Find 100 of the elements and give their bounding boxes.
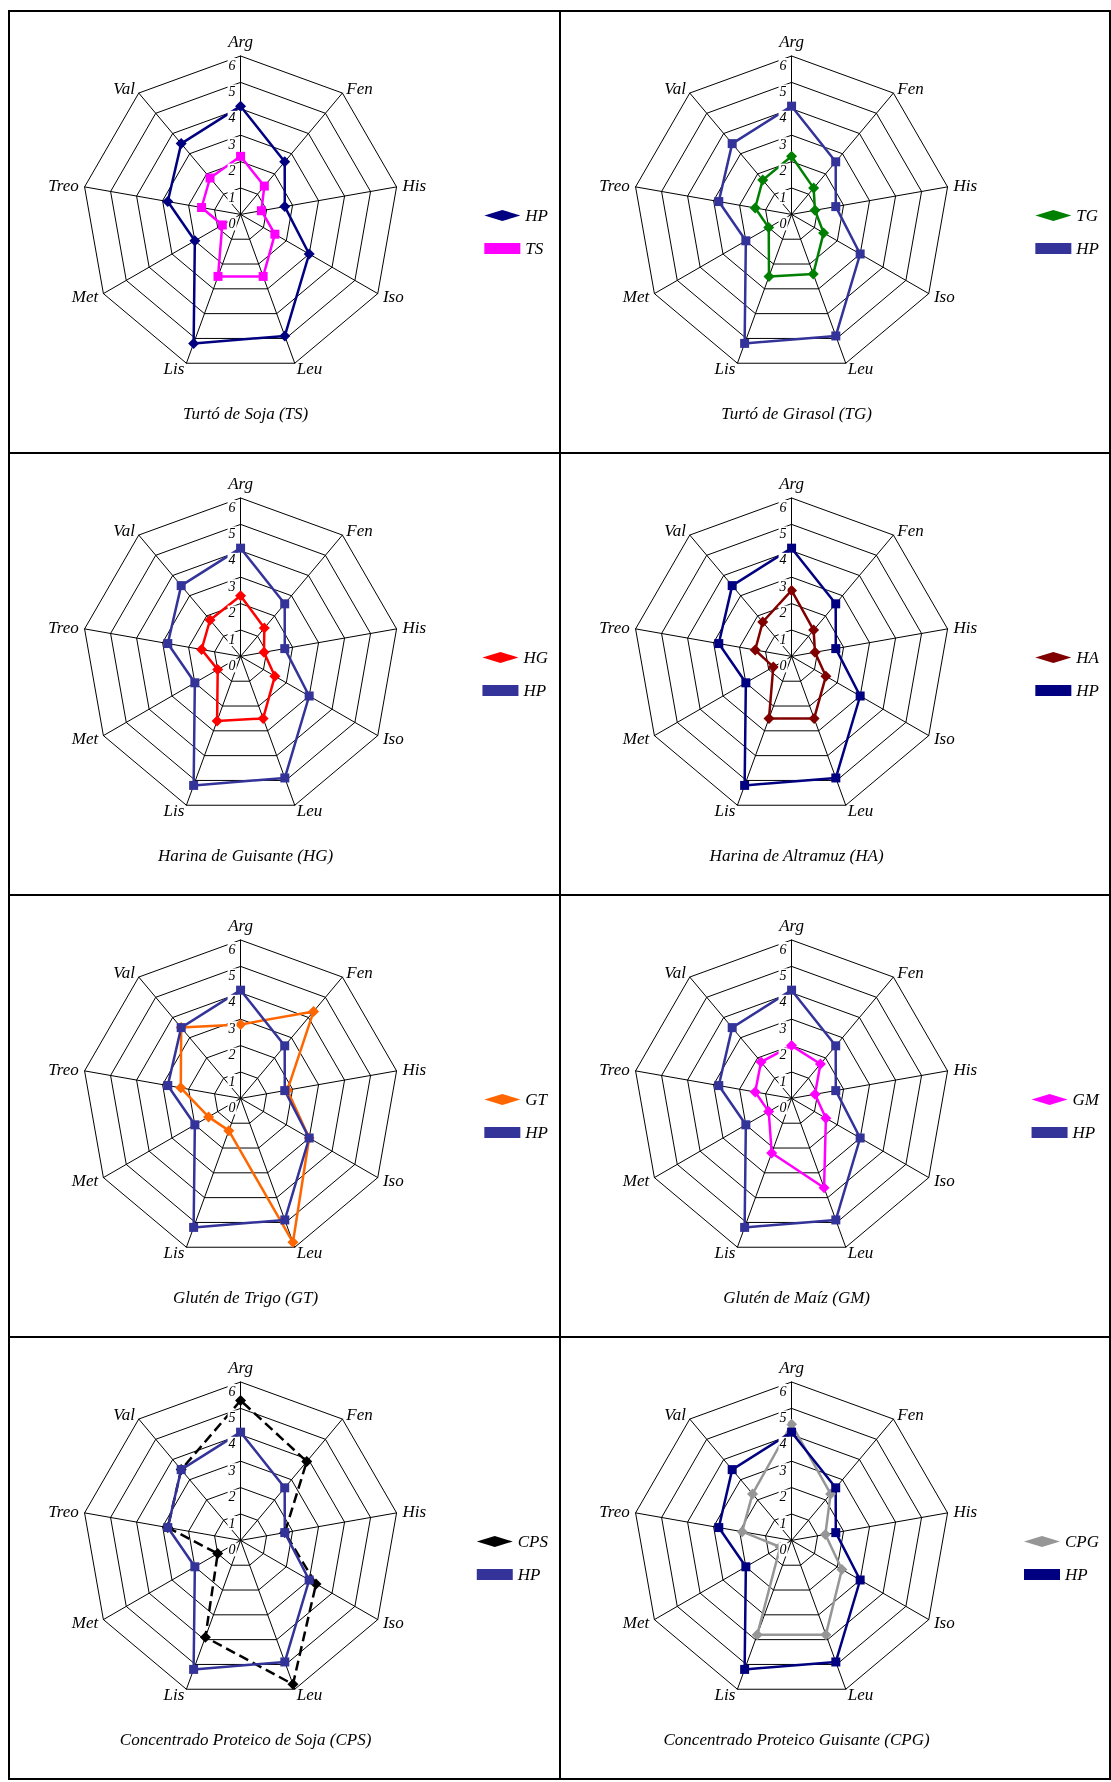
spoke-label: Arg [777, 474, 804, 493]
legend-label: HG [522, 648, 549, 667]
spoke-label: Arg [777, 916, 804, 935]
spoke-label: Lis [162, 1685, 185, 1705]
legend-label: TG [1075, 206, 1098, 225]
spoke-label: Val [663, 1404, 686, 1424]
legend-label: GM [1072, 1090, 1100, 1109]
spoke-label: Leu [295, 1243, 323, 1263]
y-tick-label: 1 [228, 631, 236, 647]
spoke-label: Fen [345, 1404, 373, 1424]
spoke-label: His [401, 618, 427, 638]
text: Turtó de Girasol (TG) [720, 404, 872, 423]
spoke-label: Lis [713, 1685, 736, 1705]
y-tick-label: 1 [779, 631, 787, 647]
spoke-label: Iso [932, 1171, 955, 1191]
legend-label: HP [522, 681, 547, 700]
legend-label: HP [1071, 1123, 1095, 1142]
y-tick-label: 0 [779, 1541, 787, 1557]
legend-label: HP [1063, 1565, 1088, 1584]
y-tick-label: 4 [779, 110, 787, 126]
spoke-label: Met [70, 1613, 100, 1633]
text: Concentrado Proteico de Soja (CPS) [119, 1730, 372, 1749]
y-tick-label: 5 [779, 83, 787, 99]
spoke-label: Treo [48, 1502, 79, 1522]
text: Harina de Altramuz (HA) [708, 846, 884, 865]
spoke-label: Treo [598, 618, 630, 638]
y-tick-label: 4 [228, 110, 236, 126]
spoke-label: Met [70, 1171, 100, 1191]
legend-label: HP [516, 1565, 541, 1584]
spoke-label: Leu [846, 801, 873, 821]
spoke-label: Fen [895, 520, 924, 540]
spoke-label: His [951, 1060, 977, 1080]
spoke-label: Lis [713, 1243, 736, 1263]
spoke-label: Iso [381, 1171, 404, 1191]
spoke-label: Arg [227, 916, 254, 935]
legend-label: TS [525, 239, 544, 258]
spoke-label: Val [663, 78, 686, 98]
spoke-label: His [951, 176, 977, 196]
spoke-label: Arg [227, 474, 254, 493]
y-tick-label: 1 [228, 189, 236, 205]
y-tick-label: 0 [779, 1099, 787, 1115]
y-tick-label: 4 [779, 1436, 787, 1452]
y-tick-label: 4 [228, 552, 236, 568]
spoke-label: Treo [48, 618, 79, 638]
y-tick-label: 2 [228, 163, 236, 179]
y-tick-label: 2 [779, 163, 787, 179]
legend-label: HA [1074, 648, 1100, 667]
y-tick-label: 6 [779, 1383, 787, 1399]
spoke-label: Iso [932, 1613, 955, 1633]
y-tick-label: 5 [228, 1409, 236, 1425]
spoke-label: Leu [295, 1685, 323, 1705]
y-tick-label: 2 [228, 605, 236, 621]
y-tick-label: 4 [779, 994, 787, 1010]
spoke-label: Fen [895, 78, 924, 98]
y-tick-label: 5 [779, 1409, 787, 1425]
spoke-label: Met [70, 287, 100, 307]
spoke-label: Fen [345, 520, 373, 540]
y-tick-label: 0 [228, 215, 236, 231]
y-tick-label: 6 [228, 1383, 236, 1399]
y-tick-label: 3 [227, 1462, 236, 1478]
y-tick-label: 3 [227, 136, 236, 152]
y-tick-label: 3 [778, 136, 787, 152]
spoke-label: Treo [48, 1060, 79, 1080]
spoke-label: Val [113, 962, 136, 982]
spoke-label: Lis [713, 801, 736, 821]
spoke-label: Fen [895, 1404, 924, 1424]
y-tick-label: 2 [779, 1047, 787, 1063]
spoke-label: Met [621, 1613, 650, 1633]
spoke-label: His [401, 1502, 427, 1522]
spoke-label: Val [113, 1404, 136, 1424]
spoke-label: Val [663, 520, 686, 540]
spoke-label: Arg [227, 32, 254, 51]
spoke-label: Arg [777, 32, 804, 51]
y-tick-label: 6 [779, 941, 787, 957]
y-tick-label: 1 [779, 1073, 787, 1089]
legend-label: HP [1074, 239, 1099, 258]
y-tick-label: 6 [779, 499, 787, 515]
y-tick-label: 0 [779, 215, 787, 231]
text: Glutén de Trigo (GT) [173, 1288, 319, 1307]
y-tick-label: 5 [779, 967, 787, 983]
y-tick-label: 6 [228, 57, 236, 73]
legend-label: HP [1074, 681, 1099, 700]
legend-label: CPG [1064, 1532, 1099, 1551]
spoke-label: Iso [381, 729, 404, 749]
spoke-label: Lis [162, 1243, 185, 1263]
y-tick-label: 5 [228, 83, 236, 99]
spoke-label: Lis [162, 359, 185, 379]
text: Turtó de Soja (TS) [183, 404, 309, 423]
y-tick-label: 5 [228, 967, 236, 983]
y-tick-label: 0 [228, 657, 236, 673]
legend-label: HP [524, 206, 549, 225]
y-tick-label: 3 [778, 1462, 787, 1478]
spoke-label: Iso [932, 729, 955, 749]
spoke-label: His [401, 176, 427, 196]
spoke-label: Val [113, 78, 136, 98]
spoke-label: Leu [295, 359, 323, 379]
legend-label: CPS [517, 1532, 549, 1551]
y-tick-label: 3 [778, 578, 787, 594]
spoke-label: Fen [345, 962, 373, 982]
spoke-label: His [951, 1502, 977, 1522]
